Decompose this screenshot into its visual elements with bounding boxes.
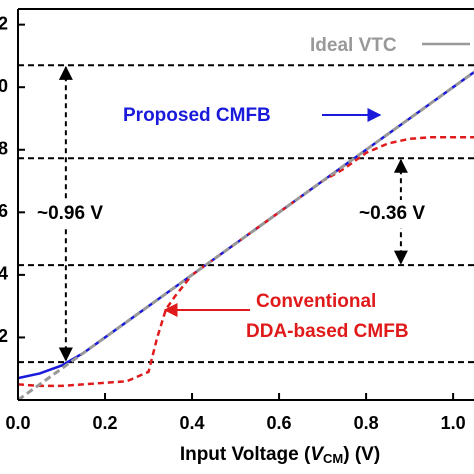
y-tick-label: 0.6: [0, 201, 8, 221]
annotation: DDA-based CMFB: [246, 321, 409, 342]
label-bg: [30, 200, 110, 228]
annotation: Ideal VTC: [310, 35, 397, 56]
x-axis-label: Input Voltage (VCM) (V): [180, 444, 380, 466]
x-tick-label: 0.4: [180, 413, 205, 433]
x-tick-label: 0.0: [5, 413, 30, 433]
x-label-part: V: [310, 444, 324, 465]
annotation: Conventional: [256, 291, 376, 312]
label-bg: [343, 200, 443, 228]
y-tick-label: 0.8: [0, 139, 8, 159]
y-tick-label: 1.2: [0, 13, 8, 33]
x-label-part: CM: [323, 451, 343, 466]
x-label-part: Input Voltage (: [180, 444, 311, 465]
x-tick-label: 1.0: [441, 413, 466, 433]
series-line: [17, 70, 474, 402]
x-tick-label: 0.2: [93, 413, 118, 433]
annotation: ~0.36 V: [359, 203, 425, 224]
y-tick-label: 0.4: [0, 264, 8, 284]
y-tick-label: 1.0: [0, 76, 8, 96]
series-line: [17, 135, 474, 388]
x-tick-label: 0.6: [267, 413, 292, 433]
x-tick-label: 0.8: [354, 413, 379, 433]
annotation: ~0.96 V: [37, 203, 103, 224]
y-tick-label: 0.2: [0, 326, 8, 346]
annotation: Proposed CMFB: [123, 105, 271, 126]
x-label-part: ) (V): [343, 444, 380, 465]
